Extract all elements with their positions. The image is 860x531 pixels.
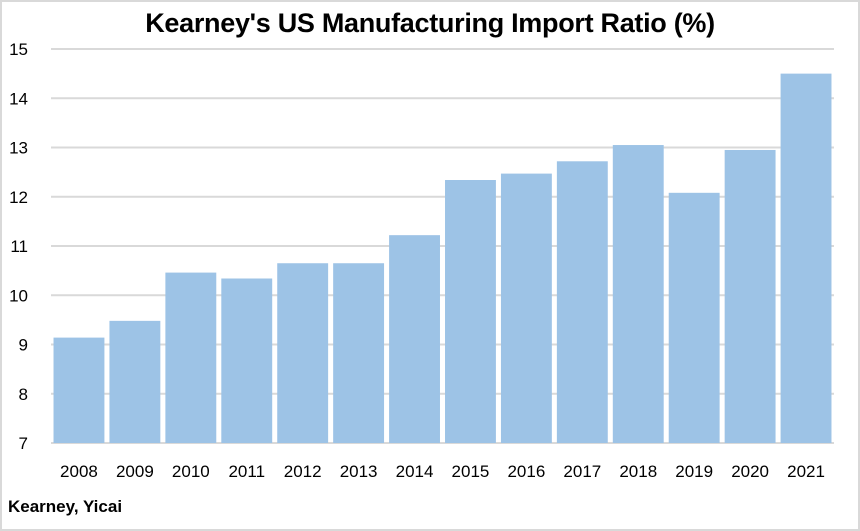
- x-tick-label: 2021: [787, 462, 825, 481]
- bar-2019: [668, 192, 720, 443]
- bar-2008: [53, 337, 105, 443]
- bar-2014: [389, 235, 440, 443]
- y-tick-label: 12: [9, 188, 28, 207]
- x-tick-label: 2012: [284, 462, 322, 481]
- x-tick-label: 2015: [452, 462, 490, 481]
- bar-2016: [500, 173, 552, 444]
- x-tick-label: 2013: [340, 462, 378, 481]
- source-note: Kearney, Yicai: [8, 497, 123, 516]
- x-tick-label: 2018: [619, 462, 657, 481]
- bars: [53, 73, 832, 444]
- bar-2015: [445, 180, 496, 443]
- bar-2010: [165, 272, 217, 443]
- bar-2012: [277, 263, 329, 443]
- x-tick-label: 2010: [172, 462, 210, 481]
- x-tick-label: 2020: [731, 462, 769, 481]
- bar-2009: [109, 320, 161, 443]
- chart-title: Kearney's US Manufacturing Import Ratio …: [145, 8, 715, 38]
- y-tick-label: 15: [9, 40, 28, 59]
- y-tick-label: 10: [9, 286, 28, 305]
- y-tick-label: 11: [10, 237, 28, 256]
- y-tick-label: 13: [9, 139, 28, 158]
- bar-2017: [556, 161, 608, 444]
- y-tick-label: 9: [19, 336, 28, 355]
- x-tick-label: 2016: [507, 462, 545, 481]
- y-axis-ticks: 7 8 9 10 11 12 13 14 15: [9, 40, 28, 453]
- x-tick-label: 2019: [675, 462, 713, 481]
- x-axis-ticks: 2008 2009 2010 2011 2012 2013 2014 2015 2016 2017…: [60, 462, 825, 481]
- bar-2021: [780, 73, 832, 443]
- bar-2011: [221, 278, 273, 443]
- bar-2020: [724, 149, 776, 443]
- x-tick-label: 2017: [563, 462, 601, 481]
- bar-2018: [612, 145, 664, 443]
- x-tick-label: 2008: [60, 462, 98, 481]
- y-tick-label: 8: [19, 385, 28, 404]
- x-tick-label: 2009: [116, 462, 154, 481]
- y-tick-label: 14: [9, 89, 28, 108]
- y-tick-label: 7: [19, 434, 28, 453]
- x-tick-label: 2011: [228, 462, 265, 481]
- x-tick-label: 2014: [396, 462, 434, 481]
- bar-2013: [333, 263, 385, 443]
